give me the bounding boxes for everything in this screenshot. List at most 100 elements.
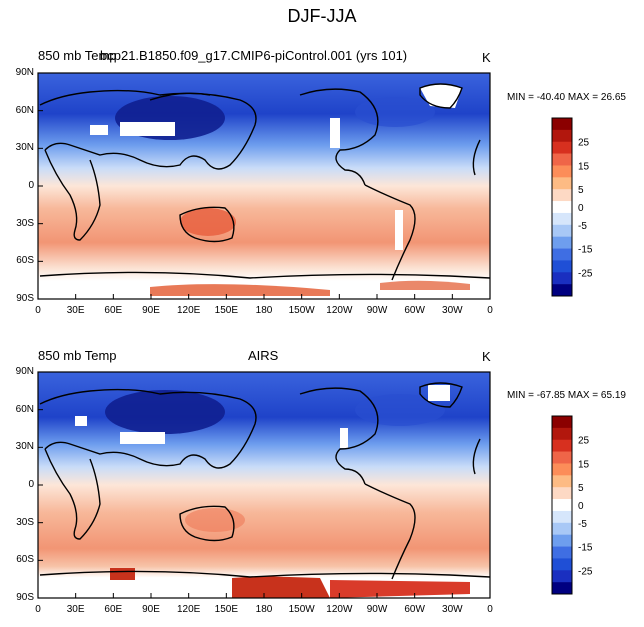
colorbar-label: -15	[578, 245, 593, 256]
colorbar-swatch	[552, 260, 572, 273]
lon-tick-label: 0	[35, 305, 41, 316]
colorbar-label: -15	[578, 543, 593, 554]
lat-tick-label: 90N	[15, 67, 34, 78]
panel-2-units: K	[482, 349, 491, 364]
lon-tick-label: 180	[255, 305, 273, 316]
lon-tick-label: 60W	[404, 604, 425, 615]
colorbar-swatch	[552, 534, 572, 547]
panel-2-center-label: AIRS	[248, 348, 279, 363]
panel-1-minmax: MIN = -40.40 MAX = 26.65	[507, 92, 626, 103]
colorbar-label: 15	[578, 161, 590, 172]
lon-tick-label: 0	[487, 305, 493, 316]
lon-tick-label: 60E	[104, 305, 123, 316]
lon-tick-label: 120E	[176, 604, 201, 615]
colorbar-label: 25	[578, 138, 590, 149]
lon-tick-label: 30W	[442, 604, 463, 615]
colorbar-swatch	[552, 427, 572, 441]
lat-tick-label: 30N	[15, 441, 34, 453]
colorbar-swatch	[552, 212, 572, 226]
lat-tick-label: 30S	[16, 217, 34, 229]
lon-tick-label: 90E	[142, 305, 160, 316]
lat-tick-label: 60N	[15, 403, 34, 415]
colorbar-swatch	[552, 153, 572, 166]
lat-tick-label: 30S	[16, 516, 34, 528]
colorbar-swatch	[552, 224, 572, 237]
colorbar-swatch	[552, 416, 572, 429]
warm-spot-australia-a	[180, 208, 236, 236]
colorbar-swatch	[552, 248, 572, 261]
lon-tick-label: 0	[487, 604, 493, 615]
map-panel-1	[37, 72, 491, 300]
lon-tick-label: 120W	[326, 305, 353, 316]
lat-tick-label: 0	[28, 180, 34, 191]
australia-outline-a	[179, 206, 235, 243]
colorbar-swatch	[552, 451, 572, 464]
colorbar-swatch	[552, 570, 572, 583]
antarctic-warm-b	[232, 576, 330, 598]
colorbar-swatch	[552, 522, 572, 535]
lon-tick-label: 150E	[214, 604, 238, 615]
colorbar-swatch	[552, 129, 572, 143]
warm-spot-australia-b	[185, 508, 245, 532]
cold-core-b	[105, 390, 225, 434]
colorbar-label: 5	[578, 185, 584, 196]
colorbar-swatch	[552, 165, 572, 178]
colorbar-swatch	[552, 118, 572, 131]
figure-title: DJF-JJA	[287, 6, 357, 26]
lon-tick-label: 60W	[404, 305, 425, 316]
panel-2-minmax: MIN = -67.85 MAX = 65.19	[507, 390, 626, 401]
lon-tick-label: 30E	[66, 305, 85, 316]
lon-tick-label: 120W	[326, 604, 353, 615]
colorbar-swatch	[552, 272, 572, 285]
colorbar-swatch	[552, 582, 572, 595]
lon-tick-label: 90W	[366, 604, 388, 615]
colorbar-swatch	[552, 487, 572, 500]
colorbar-swatch	[552, 546, 572, 559]
colorbar-label: 0	[578, 203, 584, 214]
lon-tick-label: 150E	[214, 305, 238, 316]
colorbar-swatch	[552, 463, 572, 476]
lon-tick-label: 30W	[442, 305, 463, 316]
lon-tick-label: 90W	[366, 305, 388, 316]
colorbar-swatch	[552, 141, 572, 154]
lon-tick-label: 30E	[66, 604, 85, 615]
colorbar-label: -25	[578, 566, 593, 577]
colorbar-swatch	[552, 475, 572, 488]
lon-tick-label: 150W	[288, 604, 315, 615]
lat-tick-label: 60N	[15, 104, 34, 116]
colorbar-label: 15	[578, 459, 590, 470]
colorbar-swatch	[552, 284, 572, 297]
colorbar-swatch	[552, 201, 572, 214]
colorbar-2: 25 15 5 0 -5 -15 -25	[551, 415, 593, 595]
lat-tick-label: 90S	[16, 293, 34, 304]
panel-1-center-label: bcp21.B1850.f09_g17.CMIP6-piControl.001 …	[100, 48, 408, 63]
lon-tick-label: 150W	[288, 305, 315, 316]
lon-tick-label: 180	[255, 604, 273, 615]
panel-1-units: K	[482, 50, 491, 65]
lat-tick-label: 60S	[16, 255, 34, 267]
lon-tick-label: 60E	[104, 604, 123, 615]
lon-tick-label: 0	[35, 604, 41, 615]
colorbar-swatch	[552, 439, 572, 452]
australia-outline-b	[179, 505, 235, 542]
coastlines-b	[39, 382, 491, 580]
colorbar-swatch	[552, 499, 572, 512]
colorbar-1: 25 15 5 0 -5 -15 -25	[551, 117, 593, 297]
colorbar-swatch	[552, 177, 572, 190]
panel-1-left-label: 850 mb Temp	[38, 48, 117, 63]
lon-tick-label: 90E	[142, 604, 160, 615]
colorbar-frame	[551, 415, 573, 595]
colorbar-swatch	[552, 510, 572, 524]
lat-tick-label: 0	[28, 479, 34, 490]
lat-tick-label: 60S	[16, 554, 34, 566]
colorbar-label: -5	[578, 519, 587, 530]
colorbar-swatch	[552, 236, 572, 249]
colorbar-label: -5	[578, 221, 587, 232]
colorbar-label: 25	[578, 436, 590, 447]
panel-2-left-label: 850 mb Temp	[38, 348, 117, 363]
axis-ticks	[37, 72, 491, 599]
coastlines-a	[39, 83, 491, 281]
colorbar-swatch	[552, 558, 572, 571]
colorbar-frame	[551, 117, 573, 297]
